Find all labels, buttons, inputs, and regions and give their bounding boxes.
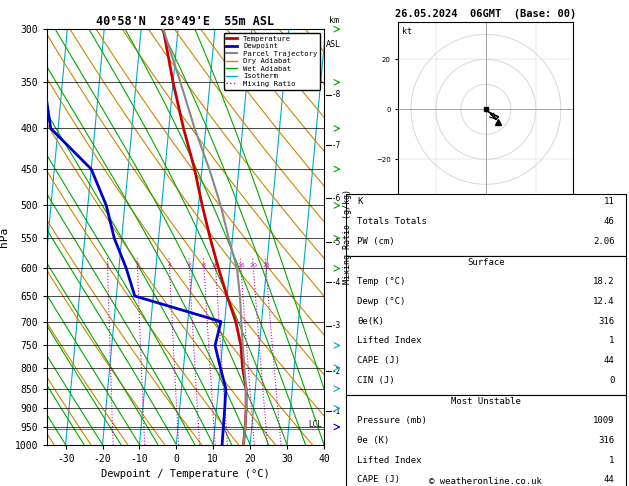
Text: θe(K): θe(K) <box>357 317 384 326</box>
Bar <box>346 396 626 486</box>
Text: 2: 2 <box>135 263 140 268</box>
Text: -7: -7 <box>331 141 340 150</box>
Text: 18.2: 18.2 <box>593 278 615 286</box>
Text: PW (cm): PW (cm) <box>357 237 395 245</box>
Title: 40°58'N  28°49'E  55m ASL: 40°58'N 28°49'E 55m ASL <box>96 15 275 28</box>
Text: 46: 46 <box>604 217 615 226</box>
Text: Surface: Surface <box>467 258 504 267</box>
Text: 16: 16 <box>237 263 245 268</box>
Text: ASL: ASL <box>326 39 341 49</box>
Text: 6: 6 <box>187 263 191 268</box>
Text: 26.05.2024  06GMT  (Base: 00): 26.05.2024 06GMT (Base: 00) <box>395 9 577 19</box>
Text: CAPE (J): CAPE (J) <box>357 356 400 365</box>
Text: 2.06: 2.06 <box>593 237 615 245</box>
Text: © weatheronline.co.uk: © weatheronline.co.uk <box>430 476 542 486</box>
Text: km: km <box>329 16 338 25</box>
Text: kt: kt <box>402 27 412 36</box>
Text: 44: 44 <box>604 475 615 485</box>
Text: 12.4: 12.4 <box>593 297 615 306</box>
Text: Dewp (°C): Dewp (°C) <box>357 297 406 306</box>
Text: LCL: LCL <box>308 420 322 429</box>
Text: Lifted Index: Lifted Index <box>357 456 421 465</box>
Text: 44: 44 <box>604 356 615 365</box>
Text: 20: 20 <box>250 263 257 268</box>
Text: 316: 316 <box>599 436 615 445</box>
Text: Pressure (mb): Pressure (mb) <box>357 417 427 425</box>
Text: Most Unstable: Most Unstable <box>451 397 521 406</box>
Text: -4: -4 <box>331 278 340 287</box>
Text: 1: 1 <box>610 456 615 465</box>
Legend: Temperature, Dewpoint, Parcel Trajectory, Dry Adiabat, Wet Adiabat, Isotherm, Mi: Temperature, Dewpoint, Parcel Trajectory… <box>223 33 320 89</box>
Text: K: K <box>357 197 362 206</box>
Text: -1: -1 <box>331 407 340 416</box>
Text: -5: -5 <box>331 238 340 246</box>
Text: 0: 0 <box>610 376 615 385</box>
Text: CIN (J): CIN (J) <box>357 376 395 385</box>
Text: 316: 316 <box>599 317 615 326</box>
Text: 1: 1 <box>610 336 615 346</box>
Text: Lifted Index: Lifted Index <box>357 336 421 346</box>
Text: -6: -6 <box>331 194 340 203</box>
Text: 4: 4 <box>167 263 172 268</box>
Text: Totals Totals: Totals Totals <box>357 217 427 226</box>
Text: Temp (°C): Temp (°C) <box>357 278 406 286</box>
Bar <box>346 194 626 256</box>
Bar <box>346 256 626 396</box>
Y-axis label: hPa: hPa <box>0 227 9 247</box>
Text: -8: -8 <box>331 90 340 100</box>
Text: Mixing Ratio (g/kg): Mixing Ratio (g/kg) <box>343 190 352 284</box>
Text: -3: -3 <box>331 321 340 330</box>
Text: 1: 1 <box>106 263 109 268</box>
Text: CAPE (J): CAPE (J) <box>357 475 400 485</box>
Text: -2: -2 <box>331 366 340 376</box>
Text: 10: 10 <box>212 263 220 268</box>
Text: 11: 11 <box>604 197 615 206</box>
Text: 25: 25 <box>262 263 270 268</box>
Text: 8: 8 <box>202 263 206 268</box>
Text: 1009: 1009 <box>593 417 615 425</box>
X-axis label: Dewpoint / Temperature (°C): Dewpoint / Temperature (°C) <box>101 469 270 479</box>
Text: θe (K): θe (K) <box>357 436 389 445</box>
